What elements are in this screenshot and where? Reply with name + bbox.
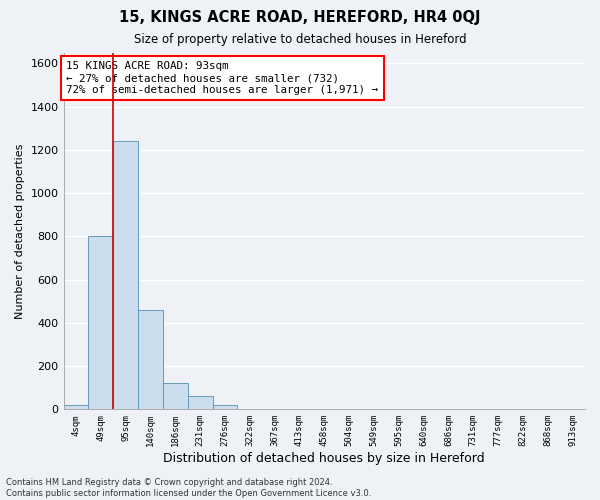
Y-axis label: Number of detached properties: Number of detached properties (15, 143, 25, 318)
Bar (64, 405, 88, 409)
Text: 15 KINGS ACRE ROAD: 93sqm
← 27% of detached houses are smaller (732)
72% of semi: 15 KINGS ACRE ROAD: 93sqm ← 27% of detac… (66, 62, 378, 94)
Bar (88, 236, 113, 410)
Bar (188, 396, 212, 409)
Bar (212, 405, 238, 409)
Text: 15, KINGS ACRE ROAD, HEREFORD, HR4 0QJ: 15, KINGS ACRE ROAD, HEREFORD, HR4 0QJ (119, 10, 481, 25)
Text: Size of property relative to detached houses in Hereford: Size of property relative to detached ho… (134, 32, 466, 46)
Bar (113, 141, 138, 409)
X-axis label: Distribution of detached houses by size in Hereford: Distribution of detached houses by size … (163, 452, 485, 465)
Bar (138, 310, 163, 410)
Bar (163, 384, 188, 409)
Text: Contains HM Land Registry data © Crown copyright and database right 2024.
Contai: Contains HM Land Registry data © Crown c… (6, 478, 371, 498)
